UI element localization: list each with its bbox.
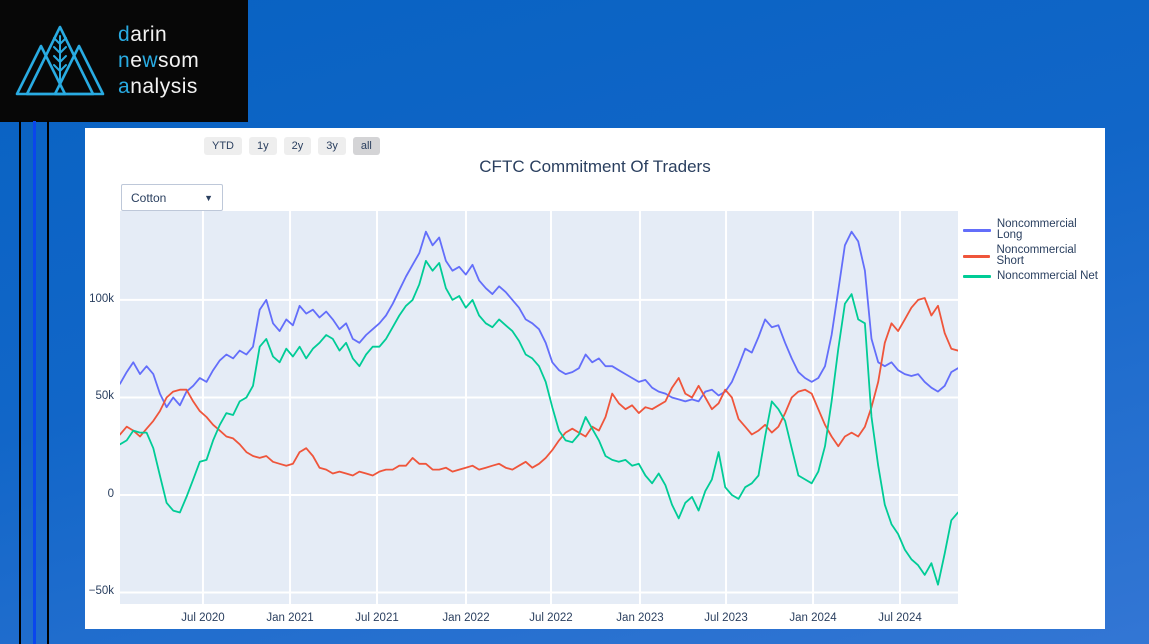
decor-line-blue: [33, 121, 36, 644]
range-button-all[interactable]: all: [352, 137, 380, 155]
x-tick-label: Jul 2023: [704, 612, 748, 624]
x-tick-label: Jul 2024: [878, 612, 922, 624]
legend-line-sample-long: [963, 228, 991, 232]
legend-item-noncommercial-short[interactable]: Noncommercial Short: [963, 244, 1105, 267]
x-tick-label: Jul 2020: [181, 612, 225, 624]
plot-area[interactable]: [120, 211, 958, 604]
legend-item-noncommercial-net[interactable]: Noncommercial Net: [963, 270, 1105, 282]
x-tick-label: Jan 2024: [789, 612, 837, 624]
legend-item-noncommercial-long[interactable]: Noncommercial Long: [963, 218, 1105, 241]
range-button-3y[interactable]: 3y: [318, 137, 346, 155]
logo-text: darin newsom analysis: [118, 23, 200, 98]
legend-label: Noncommercial Short: [996, 244, 1077, 267]
x-tick-label: Jul 2021: [355, 612, 399, 624]
legend-label: Noncommercial Long: [996, 218, 1077, 241]
decor-line-black-left: [19, 121, 21, 644]
x-tick-label: Jan 2021: [266, 612, 314, 624]
legend-line-sample-net: [963, 275, 991, 278]
y-tick-label: 0: [107, 487, 114, 500]
dropdown-value: Cotton: [131, 190, 167, 205]
x-tick-label: Jul 2022: [529, 612, 573, 624]
legend-label: Noncommercial Net: [997, 270, 1098, 282]
decor-line-black-right: [47, 121, 49, 644]
logo: darin newsom analysis: [0, 0, 248, 122]
chevron-down-icon: ▼: [204, 192, 213, 203]
legend: Noncommercial Long Noncommercial Short N…: [963, 218, 1105, 286]
x-tick-label: Jan 2023: [616, 612, 664, 624]
y-tick-label: 50k: [95, 390, 114, 403]
y-tick-label: 100k: [89, 292, 114, 305]
chart-title: CFTC Commitment Of Traders: [479, 157, 711, 176]
commodity-dropdown[interactable]: Cotton ▼: [121, 184, 223, 211]
range-selector: YTD 1y 2y 3y all: [204, 137, 380, 155]
range-button-ytd[interactable]: YTD: [204, 137, 242, 155]
range-button-1y[interactable]: 1y: [249, 137, 277, 155]
range-button-2y[interactable]: 2y: [283, 137, 312, 155]
y-tick-label: −50k: [88, 585, 114, 598]
legend-line-sample-short: [963, 254, 991, 258]
mountains-wheat-logo-icon: [15, 25, 105, 96]
chart-card: YTD 1y 2y 3y all CFTC Commitment Of Traders …: [85, 128, 1105, 629]
x-tick-label: Jan 2022: [442, 612, 490, 624]
